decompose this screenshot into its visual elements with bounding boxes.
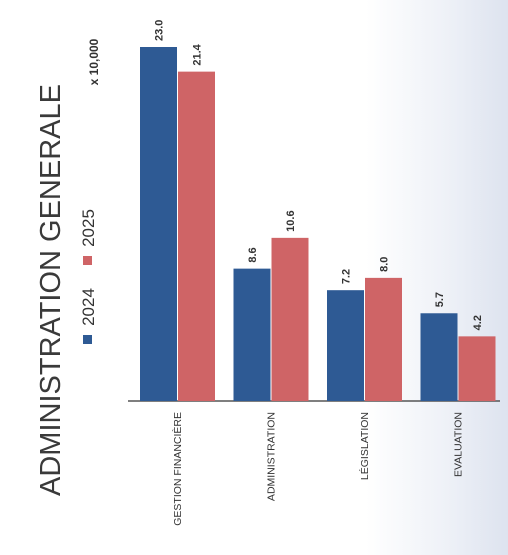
category-label-3: LÉGISLATION <box>358 412 371 480</box>
bar-2025-2 <box>271 237 309 401</box>
bars <box>140 47 496 401</box>
value-label-2024-2: 8.6 <box>247 247 259 262</box>
legend-label-2025: 2025 <box>79 209 98 247</box>
legend-swatch-2025 <box>83 256 92 265</box>
value-label-2024-1: 23.0 <box>154 20 166 41</box>
bar-2025-4 <box>458 336 496 401</box>
value-label-2025-1: 21.4 <box>192 43 204 65</box>
category-label-4: EVALUATION <box>453 412 465 477</box>
legend-swatch-2024 <box>83 335 92 344</box>
category-labels: GESTION FINANCIÈRE ADMINISTRATION LÉGISLAT… <box>171 412 465 526</box>
value-labels: 23.0 21.4 8.6 10.6 7.2 8.0 5.7 4.2 <box>154 20 485 331</box>
value-label-2025-4: 4.2 <box>472 315 484 330</box>
legend-label-2024: 2024 <box>79 288 98 326</box>
legend: 2024 2025 <box>79 209 98 344</box>
category-label-2: ADMINISTRATION <box>266 412 278 501</box>
category-label-1: GESTION FINANCIÈRE <box>171 412 184 526</box>
unit-note: x 10,000 <box>87 38 101 85</box>
value-label-2025-3: 8.0 <box>379 257 391 272</box>
value-label-2025-2: 10.6 <box>285 210 297 231</box>
bar-2024-1 <box>140 47 177 401</box>
value-label-2024-4: 5.7 <box>434 292 446 307</box>
bar-2025-3 <box>365 277 402 401</box>
value-label-2024-3: 7.2 <box>341 269 353 284</box>
chart-title: ADMINISTRATION GENERALE <box>35 84 67 496</box>
bar-2024-2 <box>233 268 271 401</box>
bar-2024-3 <box>327 290 364 401</box>
bar-2024-4 <box>420 313 458 401</box>
bar-2025-1 <box>178 71 215 401</box>
